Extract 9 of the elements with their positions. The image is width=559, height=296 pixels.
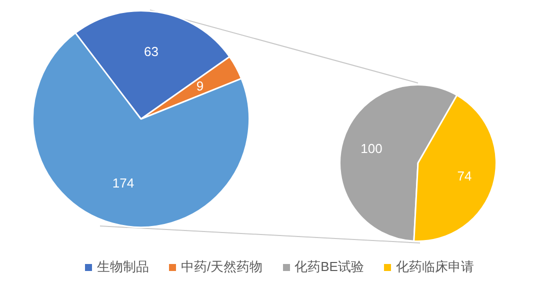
legend-label: 中药/天然药物 <box>181 258 263 276</box>
data-label: 74 <box>457 168 472 184</box>
data-label: 63 <box>144 44 158 60</box>
legend-label: 生物制品 <box>97 258 150 276</box>
data-label: 174 <box>112 175 134 190</box>
legend-label: 化药临床申请 <box>396 258 474 276</box>
legend-label: 化药BE试验 <box>294 258 364 276</box>
data-label: 100 <box>360 140 382 156</box>
data-label: 9 <box>196 78 204 94</box>
